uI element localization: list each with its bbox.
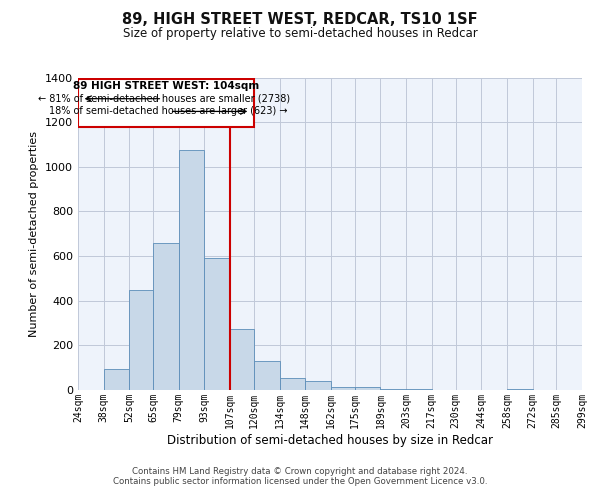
Bar: [254, 361, 280, 390]
Bar: [380, 389, 406, 390]
Bar: [305, 381, 331, 390]
FancyBboxPatch shape: [78, 78, 254, 127]
Bar: [130, 290, 153, 390]
Text: Size of property relative to semi-detached houses in Redcar: Size of property relative to semi-detach…: [122, 28, 478, 40]
Bar: [406, 389, 432, 390]
Text: ← 81% of semi-detached houses are smaller (2738): ← 81% of semi-detached houses are smalle…: [38, 94, 290, 104]
Bar: [331, 386, 355, 390]
Bar: [355, 386, 380, 390]
Text: Contains public sector information licensed under the Open Government Licence v3: Contains public sector information licen…: [113, 477, 487, 486]
Bar: [230, 328, 254, 390]
Text: Contains HM Land Registry data © Crown copyright and database right 2024.: Contains HM Land Registry data © Crown c…: [132, 467, 468, 476]
Text: 18% of semi-detached houses are larger (623) →: 18% of semi-detached houses are larger (…: [49, 106, 287, 117]
Bar: [280, 378, 305, 390]
Bar: [153, 242, 179, 390]
Y-axis label: Number of semi-detached properties: Number of semi-detached properties: [29, 130, 40, 337]
Bar: [205, 258, 230, 390]
X-axis label: Distribution of semi-detached houses by size in Redcar: Distribution of semi-detached houses by …: [167, 434, 493, 446]
Text: 89 HIGH STREET WEST: 104sqm: 89 HIGH STREET WEST: 104sqm: [73, 81, 259, 91]
Bar: [104, 369, 130, 390]
Text: 89, HIGH STREET WEST, REDCAR, TS10 1SF: 89, HIGH STREET WEST, REDCAR, TS10 1SF: [122, 12, 478, 28]
Bar: [507, 389, 533, 390]
Bar: [179, 150, 205, 390]
